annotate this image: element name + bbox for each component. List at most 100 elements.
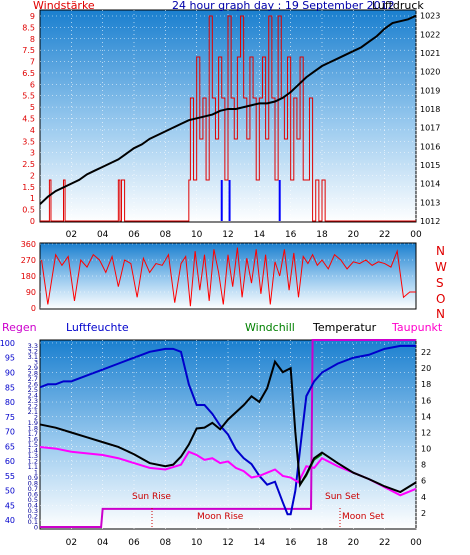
pressure-tick-label: 1016 bbox=[420, 142, 440, 151]
rain-tick-label: 2.4 bbox=[28, 392, 38, 400]
p1-x-tick-label: 14 bbox=[254, 230, 266, 240]
pressure-tick-label: 1014 bbox=[420, 180, 440, 189]
p3-x-tick-label: 20 bbox=[348, 538, 360, 548]
p3-x-tick-label: 10 bbox=[191, 538, 203, 548]
wind-tick-label: 2 bbox=[30, 171, 35, 180]
wind-tick-label: 6.5 bbox=[22, 69, 35, 78]
direction-letter-n1: N bbox=[436, 244, 445, 258]
wind-tick-label: 3.5 bbox=[22, 137, 35, 146]
wind-tick-label: 1.5 bbox=[22, 183, 35, 192]
dewpoint-series bbox=[39, 445, 417, 497]
rain-tick-label: 2.6 bbox=[28, 381, 38, 389]
temperature-tick-label: 16 bbox=[421, 396, 431, 405]
humidity-tick-label: 90 bbox=[5, 368, 15, 377]
p1-x-tick-label: 00 bbox=[410, 230, 422, 240]
wind-tick-label: 4.5 bbox=[22, 115, 35, 124]
p3-x-tick-label: 00 bbox=[410, 538, 422, 548]
rain-tick-label: 0.5 bbox=[28, 496, 38, 504]
humidity-tick-label: 40 bbox=[5, 516, 15, 525]
rain-tick-label: 2 bbox=[34, 414, 38, 422]
p3-x-tick-label: 02 bbox=[66, 538, 77, 548]
regen-label: Regen bbox=[2, 321, 37, 334]
sun-rise-annotation: Sun Rise bbox=[132, 492, 171, 502]
rain-tick-label: 2.3 bbox=[28, 397, 38, 405]
rain-tick-label: 1.1 bbox=[28, 463, 38, 471]
pressure-tick-label: 1018 bbox=[420, 105, 440, 114]
rain-tick-label: 2.9 bbox=[28, 364, 38, 372]
temperature-series bbox=[39, 359, 417, 494]
rain-tick-label: 1.8 bbox=[28, 425, 38, 433]
pressure-tick-label: 1020 bbox=[420, 68, 440, 77]
humidity-tick-label: 75 bbox=[5, 413, 15, 422]
humidity-series bbox=[39, 344, 416, 516]
direction-tick-label: 360 bbox=[21, 240, 36, 249]
humidity-tick-label: 100 bbox=[0, 339, 15, 348]
pressure-tick-label: 1022 bbox=[420, 30, 440, 39]
p1-x-tick-label: 06 bbox=[128, 230, 140, 240]
p1-x-tick-label: 22 bbox=[379, 230, 390, 240]
rain-tick-label: 1.4 bbox=[28, 447, 38, 455]
temperature-tick-label: 6 bbox=[421, 477, 426, 486]
direction-tick-label: 0 bbox=[31, 304, 36, 313]
p3-x-tick-label: 04 bbox=[97, 538, 109, 548]
p1-x-tick-label: 16 bbox=[285, 230, 297, 240]
wind-direction-series bbox=[41, 247, 416, 307]
p3-x-tick-label: 06 bbox=[128, 538, 140, 548]
humidity-tick-label: 55 bbox=[5, 472, 15, 481]
rain-tick-label: 3 bbox=[34, 359, 38, 367]
luftfeuchte-label: Luftfeuchte bbox=[66, 321, 129, 334]
wind-speed-series bbox=[40, 15, 416, 222]
direction-letter-w: W bbox=[435, 260, 447, 274]
p1-x-tick-label: 12 bbox=[222, 230, 233, 240]
p1-x-tick-label: 04 bbox=[97, 230, 109, 240]
rain-tick-label: 2.7 bbox=[28, 375, 38, 383]
humidity-tick-label: 70 bbox=[5, 428, 15, 437]
temperature-tick-label: 12 bbox=[421, 428, 431, 437]
pressure-tick-label: 1017 bbox=[420, 124, 440, 133]
humidity-tick-label: 60 bbox=[5, 457, 15, 466]
wind-tick-label: 3 bbox=[30, 149, 35, 158]
rain-tick-label: 1.3 bbox=[28, 452, 38, 460]
temperature-tick-label: 4 bbox=[421, 493, 426, 502]
rain-tick-label: 2.2 bbox=[28, 403, 38, 411]
humidity-tick-label: 50 bbox=[5, 487, 15, 496]
rain-tick-label: 0.9 bbox=[28, 474, 38, 482]
windstaerke-title: Windstärke bbox=[33, 0, 95, 12]
pressure-tick-label: 1013 bbox=[420, 198, 440, 207]
temperature-tick-label: 10 bbox=[421, 445, 431, 454]
rain-tick-label: 0.6 bbox=[28, 491, 38, 499]
rain-tick-label: 3.1 bbox=[28, 353, 38, 361]
wind-tick-label: 0.5 bbox=[22, 206, 35, 215]
p3-x-tick-label: 08 bbox=[160, 538, 172, 548]
temperature-tick-label: 8 bbox=[421, 461, 426, 470]
rain-tick-label: 0.7 bbox=[28, 485, 38, 493]
luftdruck-title: Luftdruck bbox=[372, 0, 424, 12]
p3-x-tick-label: 16 bbox=[285, 538, 297, 548]
wind-tick-label: 7.5 bbox=[22, 46, 35, 55]
pressure-tick-label: 1019 bbox=[420, 86, 440, 95]
p1-x-tick-label: 10 bbox=[191, 230, 203, 240]
humidity-tick-label: 45 bbox=[5, 501, 15, 510]
rain-tick-label: 0.8 bbox=[28, 480, 38, 488]
wind-tick-label: 7 bbox=[30, 58, 35, 67]
direction-letter-s: S bbox=[436, 276, 444, 290]
windchill-label: Windchill bbox=[245, 321, 295, 334]
rain-tick-label: 1.7 bbox=[28, 430, 38, 438]
direction-tick-label: 180 bbox=[21, 272, 36, 281]
rain-tick-label: 0.2 bbox=[28, 513, 38, 521]
temperature-tick-label: 22 bbox=[421, 348, 431, 357]
temperature-tick-label: 20 bbox=[421, 364, 431, 373]
rain-tick-label: 1.9 bbox=[28, 419, 38, 427]
p3-x-tick-label: 12 bbox=[222, 538, 233, 548]
p1-x-tick-label: 08 bbox=[160, 230, 172, 240]
pressure-tick-label: 1023 bbox=[420, 12, 440, 21]
humidity-tick-label: 80 bbox=[5, 398, 15, 407]
pressure-tick-label: 1015 bbox=[420, 161, 440, 170]
wind-tick-label: 2.5 bbox=[22, 160, 35, 169]
wind-tick-label: 1 bbox=[30, 194, 35, 203]
direction-tick-label: 270 bbox=[21, 256, 36, 265]
humidity-tick-label: 85 bbox=[5, 383, 15, 392]
wind-tick-label: 8.5 bbox=[22, 23, 35, 32]
rain-tick-label: 1.6 bbox=[28, 436, 38, 444]
graph-title: 24 hour graph day : 19 September 2012 bbox=[172, 0, 395, 12]
